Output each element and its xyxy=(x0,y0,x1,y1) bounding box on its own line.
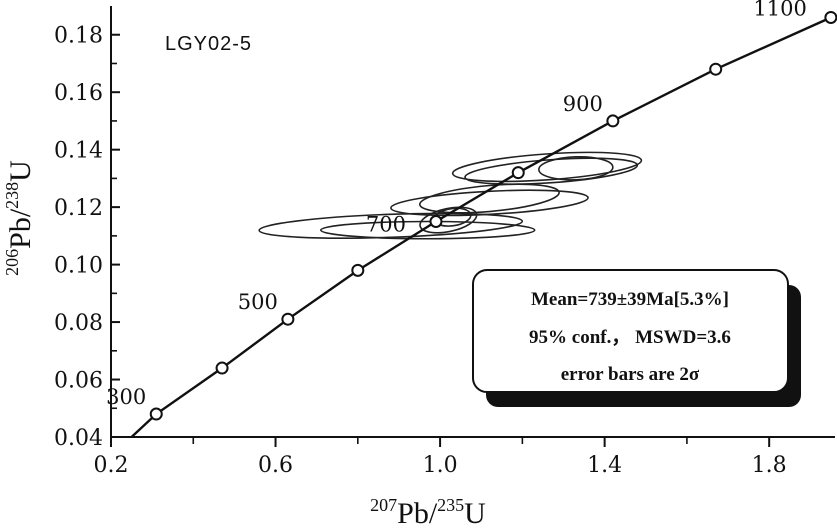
age-marker-1000 xyxy=(709,62,723,76)
y-tick-label: 0.16 xyxy=(54,81,103,106)
age-marker-1100 xyxy=(824,10,837,24)
age-label-300: 300 xyxy=(106,385,146,409)
error-ellipse xyxy=(464,157,639,185)
age-marker-400 xyxy=(215,361,229,375)
age-marker-600 xyxy=(351,263,365,277)
y-tick-label: 0.10 xyxy=(54,254,103,279)
error-ellipse xyxy=(418,183,560,214)
error-ellipse xyxy=(419,206,478,234)
y-axis-label-end: U xyxy=(4,160,37,182)
y-ticks: 0.04 0.06 0.08 0.10 0.12 0.14 0.16 0.18 xyxy=(54,24,120,451)
stats-error-bars: error bars are 2σ xyxy=(561,364,700,385)
x-axis-label-sup2: 235 xyxy=(437,495,464,515)
x-axis-label-base: Pb/ xyxy=(397,497,438,530)
age-label-700: 700 xyxy=(366,213,406,237)
stats-mean: Mean=739±39Ma[5.3%] xyxy=(531,289,729,310)
x-ticks: 0.2 0.6 1.0 1.4 1.8 xyxy=(94,437,787,478)
age-marker-900 xyxy=(606,114,620,128)
y-tick-label: 0.06 xyxy=(54,369,103,394)
y-tick-label: 0.08 xyxy=(54,311,103,336)
x-tick-label: 0.2 xyxy=(94,453,129,478)
stats-box: Mean=739±39Ma[5.3%] 95% conf.， MSWD=3.6 … xyxy=(472,269,801,407)
x-tick-label: 1.0 xyxy=(423,453,458,478)
x-axis-label-sup: 207 xyxy=(370,495,397,515)
y-tick-label: 0.04 xyxy=(54,426,103,451)
x-axis-label-end: U xyxy=(464,497,486,530)
stats-mswd: 95% conf.， MSWD=3.6 xyxy=(529,327,731,348)
age-marker-800 xyxy=(511,166,525,180)
y-axis-label-base: Pb/ xyxy=(4,208,37,249)
y-tick-label: 0.18 xyxy=(54,24,103,49)
age-marker-300 xyxy=(149,407,163,421)
x-tick-label: 1.8 xyxy=(752,453,787,478)
age-label-1100: 1100 xyxy=(753,0,806,20)
y-tick-label: 0.12 xyxy=(54,196,103,221)
age-label-900: 900 xyxy=(563,92,603,116)
sample-label: LGY02-5 xyxy=(165,33,252,55)
y-axis-label: 206Pb/238U xyxy=(2,160,37,276)
y-axis-label-sup2: 238 xyxy=(2,182,22,209)
x-tick-label: 0.6 xyxy=(258,453,293,478)
y-axis-label-sup: 206 xyxy=(2,249,22,276)
stats-box-frame xyxy=(472,269,789,393)
error-ellipses xyxy=(258,151,643,240)
age-marker-700 xyxy=(429,215,443,228)
error-ellipse xyxy=(538,155,614,181)
error-ellipse xyxy=(258,212,524,239)
age-markers: 300 500 700 900 1100 xyxy=(106,0,837,421)
error-ellipse xyxy=(451,151,643,183)
x-axis-label: 207Pb/235U xyxy=(370,495,486,530)
y-tick-label: 0.14 xyxy=(54,139,103,164)
age-label-500: 500 xyxy=(238,290,278,314)
error-ellipse xyxy=(319,220,536,240)
age-marker-500 xyxy=(281,312,295,326)
x-tick-label: 1.4 xyxy=(587,453,622,478)
